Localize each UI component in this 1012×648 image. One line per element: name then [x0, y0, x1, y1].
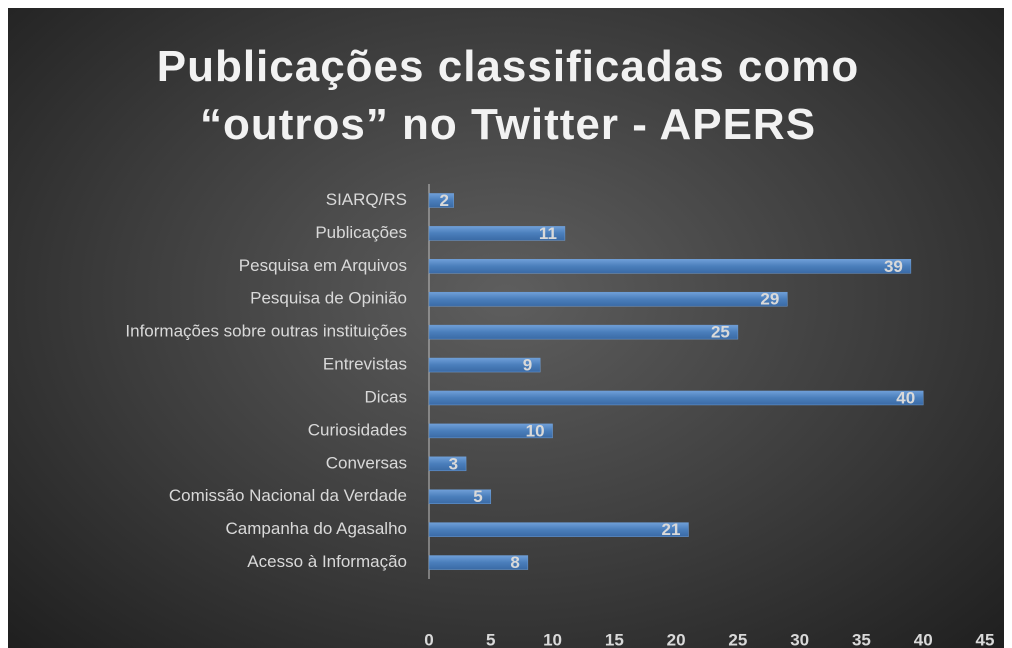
value-label: 39	[884, 257, 903, 276]
x-tick-label: 15	[605, 630, 624, 648]
bar	[428, 555, 529, 570]
value-label: 2	[440, 191, 449, 210]
bar	[428, 193, 454, 208]
x-tick-label: 30	[790, 630, 809, 648]
y-tick-label: Publicações	[315, 223, 407, 242]
x-tick-label: 20	[667, 630, 686, 648]
value-label: 25	[711, 323, 730, 342]
y-tick-label: Informações sobre outras instituições	[125, 322, 407, 341]
bar	[428, 226, 566, 241]
value-label: 9	[523, 356, 532, 375]
y-tick-label: Entrevistas	[323, 355, 407, 374]
bar	[428, 357, 541, 373]
x-tick-label: 10	[543, 630, 562, 648]
value-label: 40	[896, 388, 915, 407]
y-tick-label: Conversas	[326, 453, 407, 472]
bar	[428, 324, 739, 340]
bar	[428, 489, 492, 504]
y-tick-label: Pesquisa em Arquivos	[239, 256, 407, 275]
chart-title: Publicações classificadas como “outros” …	[156, 42, 860, 149]
bar	[428, 291, 788, 307]
y-tick-label: Campanha do Agasalho	[226, 519, 407, 538]
bar	[428, 456, 467, 472]
value-label: 5	[473, 487, 482, 506]
chart-area: 0 5 10 15 20 25 30 35 40 45 SIARQ/RS 2 Publicações 11…	[8, 8, 1004, 648]
y-tick-label: Comissão Nacional da Verdade	[169, 486, 407, 505]
y-tick-label: Acesso à Informação	[247, 552, 407, 571]
x-tick-label: 0	[424, 630, 433, 648]
y-tick-label: Curiosidades	[308, 420, 407, 439]
value-label: 3	[449, 454, 458, 473]
x-tick-label: 5	[486, 630, 495, 648]
bar	[428, 259, 912, 274]
bar	[428, 522, 689, 537]
x-tick-label: 40	[914, 630, 933, 648]
value-label: 21	[662, 520, 681, 539]
bar	[428, 423, 553, 439]
bar	[428, 390, 924, 406]
y-tick-label: Dicas	[364, 387, 407, 406]
x-tick-label: 25	[728, 630, 747, 648]
y-tick-label: SIARQ/RS	[326, 190, 407, 209]
x-tick-label: 45	[976, 630, 995, 648]
x-tick-label: 35	[852, 630, 871, 648]
value-label: 10	[526, 421, 545, 440]
y-tick-label: Pesquisa de Opinião	[250, 289, 407, 308]
value-label: 11	[539, 224, 557, 243]
value-label: 29	[760, 290, 779, 309]
value-label: 8	[510, 553, 519, 572]
